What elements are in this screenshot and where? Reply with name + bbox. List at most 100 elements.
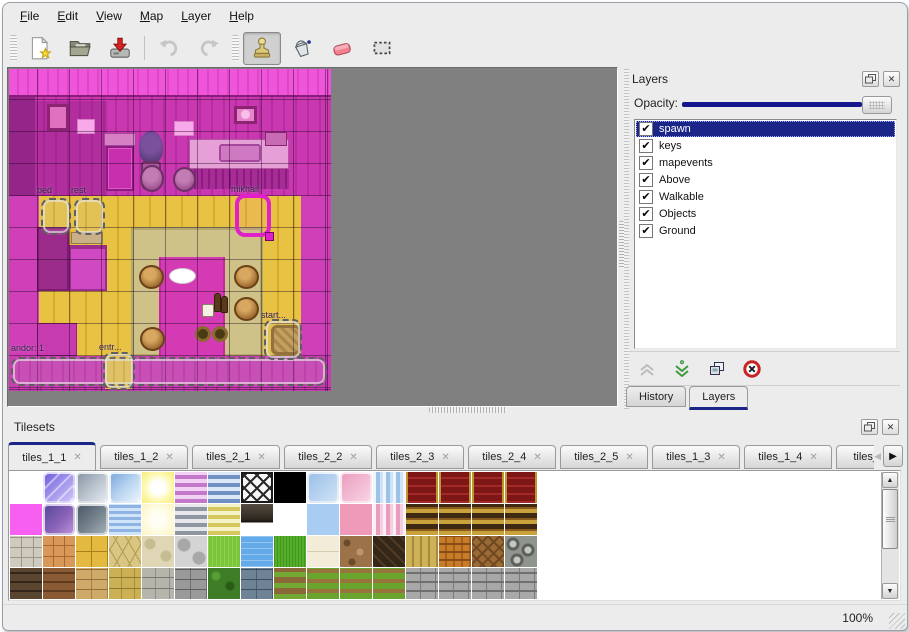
close-tab-icon[interactable]: ✕	[257, 451, 266, 463]
tile-glow-pale[interactable]	[142, 504, 174, 535]
close-tab-icon[interactable]: ✕	[441, 451, 450, 463]
tile-wall-red[interactable]	[406, 472, 438, 503]
tile-tile-yellow[interactable]	[76, 536, 108, 567]
tile-wall-red[interactable]	[505, 472, 537, 503]
tile-tile-cream[interactable]	[307, 536, 339, 567]
tile-grass-bright[interactable]	[208, 536, 240, 567]
tile-sign-dark[interactable]	[241, 504, 273, 535]
tileset-grid[interactable]	[10, 472, 538, 600]
layer-visibility-checkbox[interactable]: ✔	[639, 173, 653, 187]
close-panel-icon[interactable]: ✕	[882, 419, 899, 435]
lower-layer-button[interactable]	[671, 358, 693, 380]
layer-row-Above[interactable]: ✔ Above	[636, 172, 895, 188]
tile-chainlink[interactable]	[241, 472, 273, 503]
tile-glass-blue2[interactable]	[307, 472, 339, 503]
tile-grass-rows[interactable]	[340, 568, 372, 599]
layer-row-Ground[interactable]: ✔ Ground	[636, 223, 895, 239]
menu-item-layer[interactable]: Layer	[181, 9, 212, 23]
tile-plank-gray[interactable]	[406, 568, 438, 599]
resize-grip[interactable]	[889, 613, 905, 629]
dock-drag-handle[interactable]	[624, 69, 629, 409]
tile-grass-tex[interactable]	[274, 536, 306, 567]
tile-plank-gray[interactable]	[505, 568, 537, 599]
map-canvas[interactable]: bed rest mikhail andor: 1 entr... start...	[9, 69, 331, 391]
tile-water-ripple[interactable]	[109, 504, 141, 535]
tile-solid-pink[interactable]	[340, 504, 372, 535]
tile-herringbone[interactable]	[472, 536, 504, 567]
map-object-entr[interactable]	[103, 352, 135, 390]
undo-button[interactable]	[150, 32, 188, 65]
float-panel-icon[interactable]	[861, 419, 878, 435]
tile-wall-gold[interactable]	[406, 504, 438, 535]
tile-wall-red[interactable]	[439, 472, 471, 503]
tileset-tab-tiles_1_2[interactable]: tiles_1_2 ✕	[100, 445, 188, 469]
tile-glass-purple-dark[interactable]	[43, 504, 75, 535]
tile-planks-vert[interactable]	[406, 536, 438, 567]
tile-glass-gray-dark[interactable]	[76, 504, 108, 535]
menu-item-edit[interactable]: Edit	[57, 9, 79, 23]
tile-wall-red[interactable]	[472, 472, 504, 503]
tile-glass-pink[interactable]	[340, 472, 372, 503]
menu-item-view[interactable]: View	[96, 9, 122, 23]
layer-row-mapevents[interactable]: ✔ mapevents	[636, 155, 895, 171]
tileset-scrollbar[interactable]: ▲ ▼	[881, 472, 899, 599]
selection-resize-handle[interactable]	[265, 232, 274, 241]
tileset-tab-tiles_1_[interactable]: tiles_1_✕	[836, 445, 874, 469]
layer-visibility-checkbox[interactable]: ✔	[639, 224, 653, 238]
new-button[interactable]	[21, 32, 59, 65]
tile-grass-rows[interactable]	[307, 568, 339, 599]
tile-path-tan[interactable]	[109, 536, 141, 567]
tile-wall-gold[interactable]	[472, 504, 504, 535]
close-tab-icon[interactable]: ✕	[625, 451, 634, 463]
open-button[interactable]	[61, 32, 99, 65]
tile-stripe-pink[interactable]	[175, 472, 207, 503]
tile-brick-gray[interactable]	[175, 568, 207, 599]
dock-tab-layers[interactable]: Layers	[689, 386, 749, 410]
tile-solid-blue[interactable]	[307, 504, 339, 535]
menu-item-file[interactable]: File	[20, 9, 40, 23]
layer-row-keys[interactable]: ✔ keys	[636, 138, 895, 154]
tile-hedge[interactable]	[208, 568, 240, 599]
tile-wall-yellowstone[interactable]	[109, 568, 141, 599]
menu-item-map[interactable]: Map	[139, 9, 164, 23]
tile-empty[interactable]	[274, 504, 306, 535]
tileset-tab-tiles_1_4[interactable]: tiles_1_4 ✕	[744, 445, 832, 469]
tile-wall-graystone[interactable]	[142, 568, 174, 599]
close-panel-icon[interactable]: ✕	[883, 71, 900, 87]
stamp-tool-button[interactable]	[243, 31, 281, 65]
tile-brick-tan[interactable]	[76, 568, 108, 599]
map-object-start[interactable]	[264, 319, 302, 360]
layer-visibility-checkbox[interactable]: ✔	[639, 190, 653, 204]
vertical-splitter-handle[interactable]	[619, 221, 624, 269]
map-object-bed[interactable]	[41, 198, 71, 235]
tileset-tab-tiles_1_1[interactable]: tiles_1_1 ✕	[8, 442, 96, 470]
tile-stripe-gray[interactable]	[175, 504, 207, 535]
scrollbar-thumb[interactable]	[882, 489, 898, 549]
duplicate-layer-button[interactable]	[706, 358, 728, 380]
tile-glass-gray[interactable]	[76, 472, 108, 503]
layer-row-Walkable[interactable]: ✔ Walkable	[636, 189, 895, 205]
tile-cobble-gray[interactable]	[175, 536, 207, 567]
menu-item-help[interactable]: Help	[229, 9, 254, 23]
tile-logs-gray[interactable]	[505, 536, 537, 567]
tile-brick-bluegray[interactable]	[241, 568, 273, 599]
raise-layer-button[interactable]	[636, 358, 658, 380]
tile-cobble-beige[interactable]	[142, 536, 174, 567]
close-tab-icon[interactable]: ✕	[717, 451, 726, 463]
tile-wall-gold[interactable]	[439, 504, 471, 535]
tile-glass-purple[interactable]	[43, 472, 75, 503]
tile-glow-yellow[interactable]	[142, 472, 174, 503]
map-viewport[interactable]: bed rest mikhail andor: 1 entr... start...	[7, 67, 618, 407]
scroll-up-icon[interactable]: ▲	[882, 472, 898, 488]
tile-plank-gray[interactable]	[439, 568, 471, 599]
layer-row-spawn[interactable]: ✔ spawn	[636, 121, 895, 137]
close-tab-icon[interactable]: ✕	[809, 451, 818, 463]
tile-wall-brown[interactable]	[43, 568, 75, 599]
layer-list[interactable]: ✔ spawn ✔ keys ✔ mapevents ✔ Above ✔ Walkable ✔ Obj…	[634, 119, 897, 349]
opacity-slider-handle[interactable]	[862, 96, 892, 114]
tile-stone-orange[interactable]	[43, 536, 75, 567]
tileset-tab-tiles_2_5[interactable]: tiles_2_5 ✕	[560, 445, 648, 469]
map-object-rest[interactable]	[74, 198, 105, 235]
map-object-mikhail[interactable]	[235, 194, 271, 237]
dock-tab-history[interactable]: History	[626, 386, 687, 407]
